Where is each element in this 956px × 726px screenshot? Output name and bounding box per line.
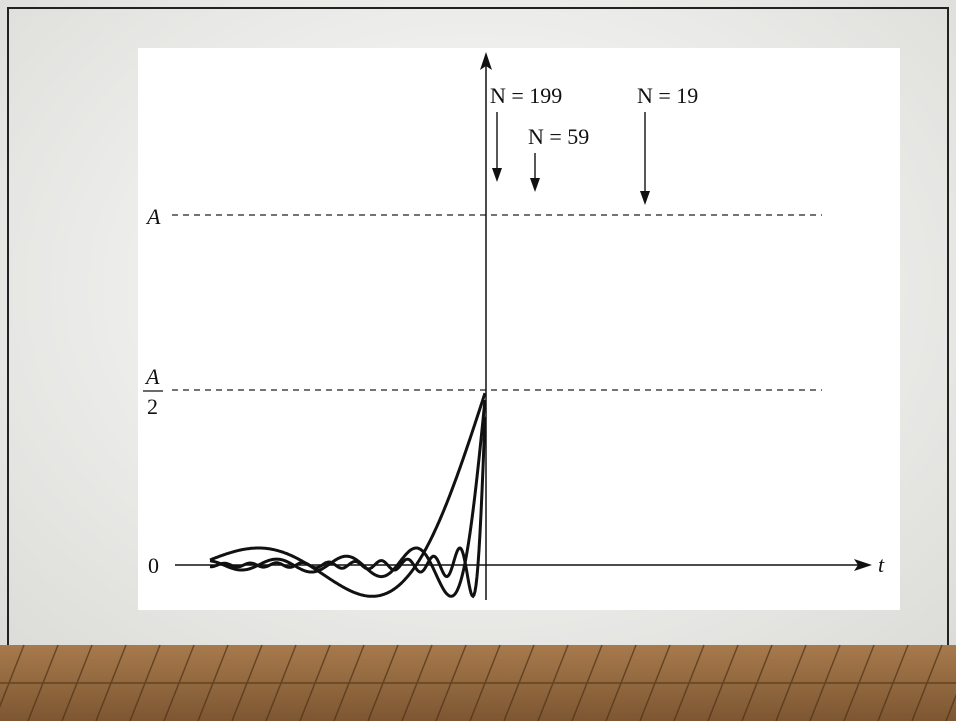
page: N = 199 N = 59 N = 19 A A 2 0 t (() => {… (0, 0, 956, 721)
zero-label: 0 (148, 553, 159, 578)
level-label: A (145, 204, 161, 229)
annotation: N = 199 (490, 83, 562, 108)
diagram-panel (138, 48, 900, 610)
annotation: N = 19 (637, 83, 698, 108)
slide: N = 199 N = 59 N = 19 A A 2 0 t (0, 0, 956, 721)
fraction-numerator: A (144, 364, 160, 389)
annotation: N = 59 (528, 124, 589, 149)
fraction-denominator: 2 (147, 394, 158, 419)
t-label: t (878, 552, 885, 577)
